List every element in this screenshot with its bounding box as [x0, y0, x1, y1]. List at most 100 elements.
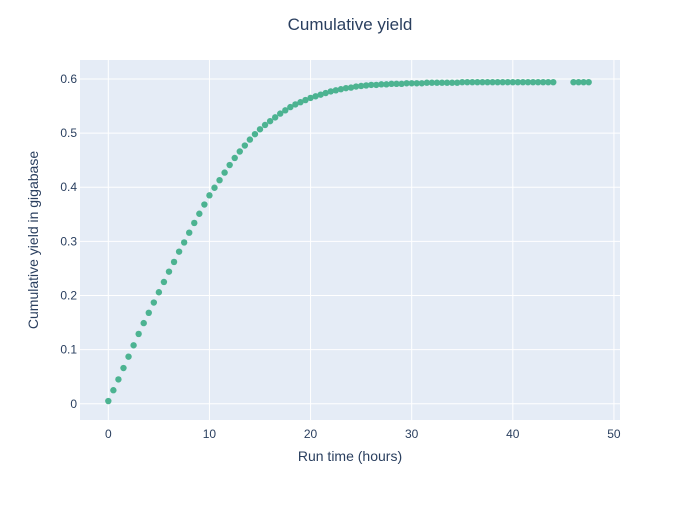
x-tick-label: 40	[506, 427, 520, 441]
data-point	[145, 309, 152, 317]
data-point	[534, 78, 542, 86]
x-axis-label: Run time (hours)	[298, 448, 402, 464]
data-point	[459, 78, 466, 86]
x-tick-label: 20	[304, 427, 318, 441]
data-point	[246, 136, 254, 143]
data-point	[312, 93, 319, 100]
data-point	[307, 94, 314, 102]
data-point	[514, 78, 522, 86]
data-point	[418, 80, 425, 87]
data-point	[236, 148, 243, 155]
data-point	[175, 248, 183, 255]
data-point	[180, 239, 188, 246]
plot-background	[80, 60, 620, 420]
data-point	[191, 219, 198, 227]
data-point	[165, 268, 173, 275]
data-point	[115, 376, 122, 383]
y-axis-label: Cumulative yield in gigabase	[25, 151, 41, 329]
data-point	[469, 78, 476, 86]
data-point	[292, 101, 299, 108]
data-point	[388, 80, 395, 88]
data-point	[282, 107, 289, 114]
data-point	[130, 342, 137, 349]
data-point	[464, 78, 471, 86]
data-point	[550, 78, 557, 86]
data-point	[433, 79, 441, 86]
data-point	[479, 78, 486, 86]
data-point	[317, 91, 324, 98]
data-point	[256, 126, 264, 133]
data-point	[519, 78, 527, 86]
y-tick-label: 0.4	[60, 180, 77, 194]
data-point	[110, 387, 117, 394]
y-tick-label: 0.5	[60, 126, 77, 140]
data-point	[378, 81, 385, 88]
data-point	[150, 299, 158, 306]
data-point	[347, 84, 355, 91]
data-point	[332, 87, 340, 94]
data-point	[226, 161, 233, 169]
data-point	[362, 82, 370, 89]
data-point	[428, 79, 436, 86]
y-tick-label: 0.2	[60, 288, 77, 302]
data-point	[297, 99, 304, 106]
data-point	[241, 142, 249, 149]
data-point	[337, 86, 345, 93]
data-point	[509, 78, 517, 86]
data-point	[413, 80, 420, 87]
data-point	[302, 96, 309, 104]
data-point	[408, 80, 415, 87]
data-point	[570, 78, 577, 86]
y-tick-label: 0.1	[60, 343, 77, 357]
data-points	[105, 78, 592, 405]
data-point	[186, 229, 193, 236]
data-point	[499, 78, 506, 86]
data-point	[494, 78, 501, 86]
chart-title: Cumulative yield	[288, 15, 413, 34]
data-point	[211, 184, 218, 191]
data-point	[155, 289, 163, 296]
x-tick-label: 30	[405, 427, 419, 441]
data-point	[448, 79, 456, 86]
data-point	[524, 78, 532, 86]
x-tick-label: 0	[105, 427, 112, 441]
data-point	[423, 79, 431, 86]
data-point	[489, 78, 496, 86]
data-point	[453, 79, 461, 86]
grid	[80, 60, 620, 420]
data-point	[575, 78, 582, 86]
data-point	[216, 176, 223, 184]
data-point	[251, 130, 259, 138]
data-point	[120, 364, 127, 372]
data-point	[474, 78, 481, 86]
data-point	[545, 78, 552, 86]
data-point	[357, 82, 365, 90]
data-point	[105, 397, 112, 405]
data-point	[322, 89, 329, 97]
x-tick-label: 50	[607, 427, 621, 441]
data-point	[368, 81, 375, 89]
data-point	[261, 121, 269, 129]
data-point	[266, 117, 274, 125]
data-point	[443, 79, 451, 86]
data-point	[504, 78, 511, 86]
data-point	[580, 78, 587, 86]
data-point	[160, 278, 168, 286]
x-axis-ticks: 0 10 20 30 40 50	[105, 427, 621, 441]
data-point	[170, 258, 178, 266]
data-point	[231, 154, 238, 162]
data-point	[484, 78, 491, 86]
data-point	[287, 103, 294, 111]
data-point	[201, 201, 208, 208]
data-point	[221, 169, 228, 176]
data-point	[277, 110, 284, 117]
data-point	[327, 88, 334, 95]
data-point	[585, 78, 592, 86]
data-point	[352, 83, 360, 90]
data-point	[342, 84, 350, 92]
data-point	[403, 80, 410, 87]
data-point	[196, 210, 203, 217]
data-point	[125, 353, 132, 360]
